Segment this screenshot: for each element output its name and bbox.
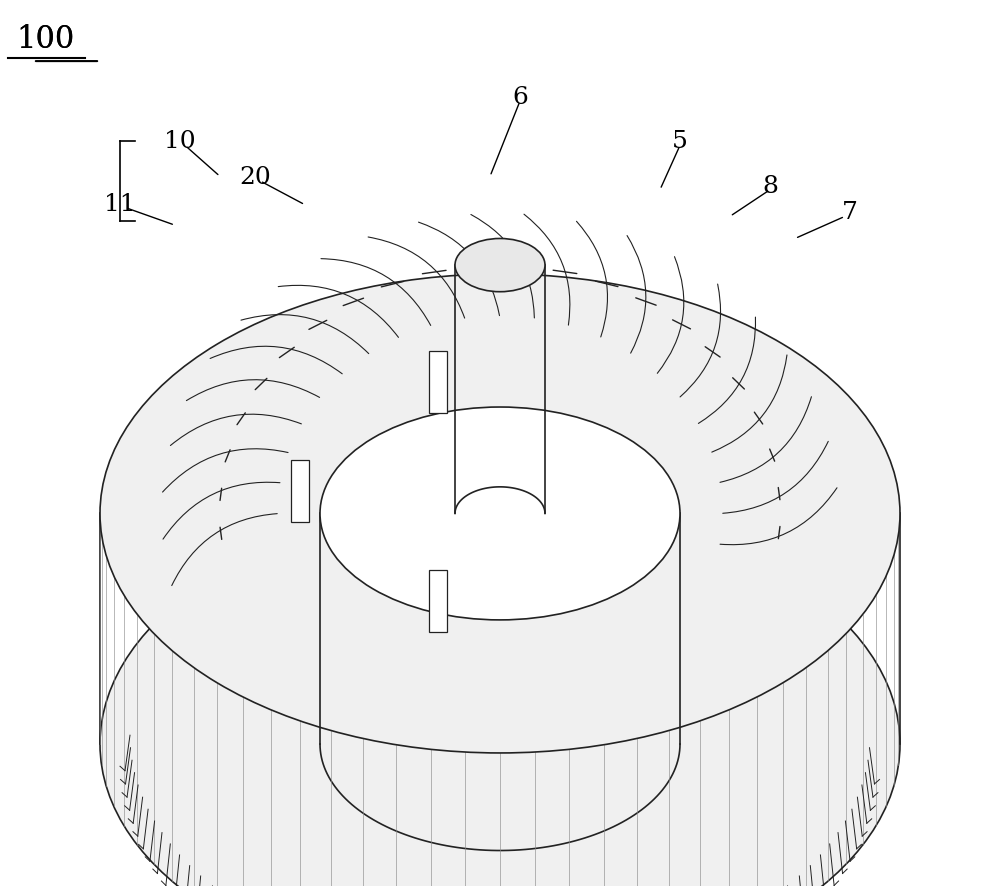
Text: 6: 6 bbox=[512, 86, 528, 109]
FancyArrowPatch shape bbox=[279, 348, 294, 358]
FancyArrowPatch shape bbox=[465, 266, 490, 268]
FancyArrowPatch shape bbox=[778, 527, 780, 539]
FancyArrowPatch shape bbox=[733, 378, 744, 390]
FancyArrowPatch shape bbox=[225, 450, 230, 462]
FancyArrowPatch shape bbox=[509, 266, 534, 267]
FancyArrowPatch shape bbox=[381, 282, 404, 288]
Text: 100: 100 bbox=[16, 25, 74, 55]
Bar bbox=[429, 351, 447, 413]
Bar bbox=[429, 571, 447, 633]
FancyArrowPatch shape bbox=[778, 488, 780, 500]
Text: 10: 10 bbox=[164, 130, 196, 153]
Text: 8: 8 bbox=[762, 175, 778, 198]
FancyArrowPatch shape bbox=[705, 347, 720, 358]
FancyArrowPatch shape bbox=[309, 321, 327, 330]
Ellipse shape bbox=[455, 239, 545, 292]
Ellipse shape bbox=[100, 505, 900, 886]
FancyArrowPatch shape bbox=[255, 379, 267, 390]
FancyArrowPatch shape bbox=[754, 413, 763, 424]
Text: 100: 100 bbox=[16, 25, 74, 55]
Text: 7: 7 bbox=[842, 201, 858, 224]
FancyArrowPatch shape bbox=[220, 489, 222, 501]
Ellipse shape bbox=[320, 408, 680, 620]
Bar bbox=[291, 461, 309, 523]
Text: 5: 5 bbox=[672, 130, 688, 153]
FancyArrowPatch shape bbox=[422, 271, 446, 275]
FancyArrowPatch shape bbox=[596, 282, 618, 287]
FancyArrowPatch shape bbox=[770, 449, 775, 462]
Text: 11: 11 bbox=[104, 192, 136, 215]
FancyArrowPatch shape bbox=[220, 528, 222, 540]
FancyArrowPatch shape bbox=[237, 414, 245, 425]
Ellipse shape bbox=[100, 275, 900, 753]
FancyArrowPatch shape bbox=[553, 271, 577, 275]
FancyArrowPatch shape bbox=[673, 321, 690, 330]
Text: 20: 20 bbox=[239, 166, 271, 189]
FancyArrowPatch shape bbox=[343, 299, 364, 307]
FancyArrowPatch shape bbox=[636, 299, 656, 306]
